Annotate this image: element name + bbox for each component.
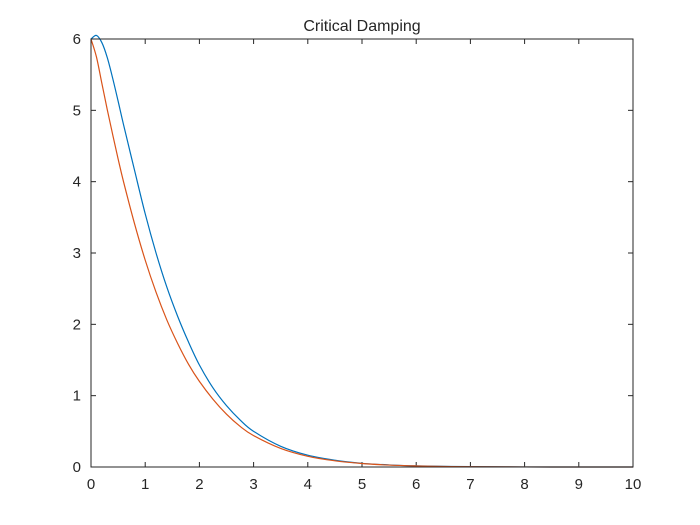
x-tick-label: 1: [141, 476, 149, 493]
x-tick-label: 6: [412, 476, 420, 493]
series-line-2: [90, 38, 634, 468]
y-tick-label: 1: [73, 388, 81, 405]
y-tick-label: 3: [73, 245, 81, 262]
y-tick-label: 0: [73, 459, 81, 476]
x-tick-label: 4: [304, 476, 312, 493]
x-tick-label: 5: [358, 476, 366, 493]
x-tick-label: 7: [466, 476, 474, 493]
y-tick-label: 2: [73, 316, 81, 333]
axes-box: [90, 38, 634, 468]
x-tick-label: 9: [575, 476, 583, 493]
plot-lines: [90, 34, 634, 468]
chart-title: Critical Damping: [303, 18, 420, 35]
axis-tick-labels: 0 1 2 3 4 5 6 7 8 9 10 0 1 2 3 4 5 6: [73, 31, 642, 493]
y-tick-label: 5: [73, 102, 81, 119]
plot-area: [91, 39, 633, 467]
x-tick-label: 0: [87, 476, 95, 493]
y-tick-label: 6: [73, 31, 81, 48]
x-tick-label: 2: [195, 476, 203, 493]
x-tick-label: 8: [520, 476, 528, 493]
x-tick-label: 3: [249, 476, 257, 493]
x-tick-label: 10: [625, 476, 642, 493]
y-tick-label: 4: [73, 174, 81, 191]
